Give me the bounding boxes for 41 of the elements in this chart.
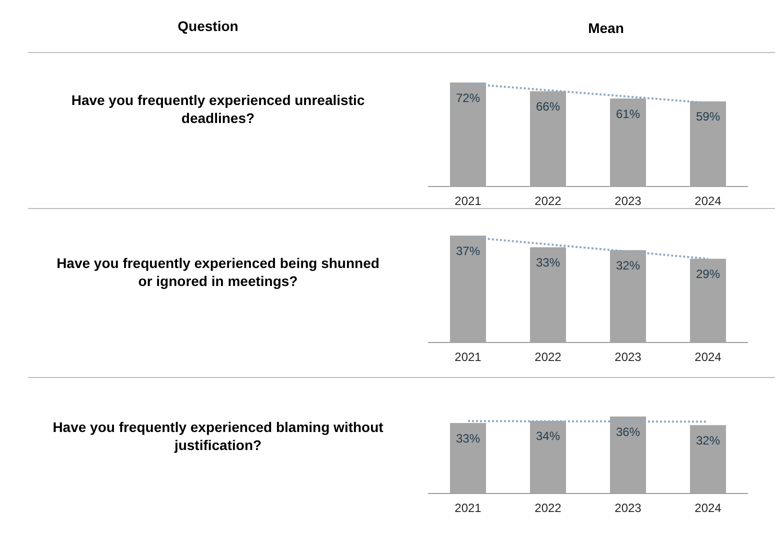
x-tick-label: 2024 [694,350,722,364]
bar [530,247,566,343]
data-label: 37% [456,244,480,258]
text: Have you frequently experienced being shunned or ignored in meetings? [56,254,380,290]
text: Have you frequently experienced blaming without justification? [52,418,384,454]
bar [450,82,486,187]
x-tick-label: 2022 [534,194,562,208]
data-label: 66% [536,100,560,114]
bar [610,416,646,494]
data-label: 29% [696,267,720,282]
x-tick-label: 2022 [534,350,562,364]
data-label: 33% [536,256,560,270]
bar [530,91,566,187]
x-tick-label: 2023 [614,350,642,364]
x-tick-label: 2023 [614,194,642,208]
bar [610,250,646,343]
data-label: 33% [456,431,480,446]
x-tick-label: 2024 [694,501,722,516]
x-tick-label: 2021 [454,501,482,516]
data-label: 32% [616,258,640,272]
data-label: 36% [616,424,640,439]
data-label: 61% [616,106,640,121]
data-label: 72% [456,90,480,105]
bar [690,101,726,187]
text: Mean [587,20,625,36]
bar [690,425,726,494]
data-label: 32% [696,433,720,448]
x-tick-label: 2023 [614,501,642,516]
text: Have you frequently experienced unrealistic deadlines? [70,91,366,127]
x-tick-label: 2024 [694,194,722,208]
x-tick-label: 2021 [454,350,482,364]
data-label: 59% [696,110,720,124]
bar [450,422,486,494]
data-label: 34% [536,429,560,444]
x-tick-label: 2022 [534,501,562,516]
bar [530,420,566,494]
bar [690,258,726,343]
bar [610,98,646,187]
text: Question [176,18,240,34]
x-tick-label: 2021 [454,194,482,208]
bar [450,236,486,343]
